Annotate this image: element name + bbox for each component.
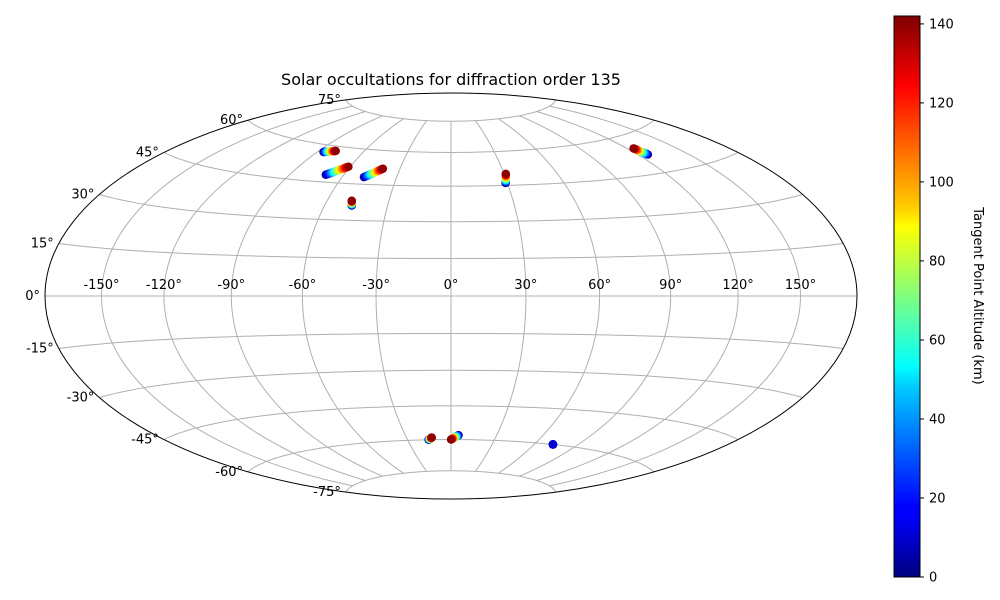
latitude-tick-label: 15° — [31, 237, 54, 252]
meridian-line — [536, 111, 739, 481]
latitude-tick-label: -75° — [313, 485, 341, 500]
colorbar-tick-label: 100 — [929, 175, 954, 190]
colorbar-gradient — [893, 15, 921, 578]
latitude-tick-label: 45° — [136, 146, 159, 161]
data-point — [378, 164, 388, 173]
longitude-tick-label: 90° — [659, 278, 682, 293]
meridian-line — [498, 118, 601, 474]
map-boundary — [44, 92, 858, 500]
map-grid — [45, 99, 857, 493]
colorbar: 0 20 40 60 80 100 120 140 Tangent Point Altitud… — [893, 15, 985, 586]
colorbar-tick-label: 20 — [929, 492, 946, 507]
data-point — [629, 144, 638, 153]
data-point — [331, 146, 340, 156]
data-point — [446, 435, 456, 444]
longitude-tick-label: 0° — [444, 278, 459, 293]
colorbar-tick-label: 140 — [929, 17, 954, 32]
meridian-line — [375, 120, 428, 472]
meridian-line — [100, 105, 353, 487]
data-point — [427, 433, 436, 442]
latitude-tick-label: 0° — [25, 289, 40, 304]
data-point — [347, 196, 356, 205]
meridian-line — [519, 115, 672, 477]
data-point — [548, 440, 558, 449]
colorbar-tick-label: 120 — [929, 96, 954, 111]
latitude-tick-label: -30° — [67, 391, 95, 406]
latitude-tick-labels: -75° -60° -45° -30° -15° 0° 15° 30° 45° 60° 75° — [25, 93, 341, 500]
meridian-line — [549, 105, 802, 487]
longitude-tick-label: 30° — [514, 278, 537, 293]
chart-title: Solar occultations for diffraction order… — [281, 70, 621, 89]
latitude-tick-label: -15° — [26, 342, 54, 357]
longitude-tick-label: -120° — [146, 278, 182, 293]
meridian-line — [230, 115, 383, 477]
colorbar-tick-label: 40 — [929, 413, 946, 428]
colorbar-tick-label: 60 — [929, 334, 946, 349]
latitude-tick-label: -60° — [215, 465, 243, 480]
colorbar-label: Tangent Point Altitude (km) — [970, 206, 985, 384]
data-point — [501, 169, 510, 178]
latitude-tick-label: -45° — [131, 433, 159, 448]
longitude-tick-label: 60° — [588, 278, 611, 293]
colorbar-tick-label: 0 — [929, 571, 937, 586]
meridian-line — [163, 111, 366, 481]
latitude-tick-label: 30° — [71, 188, 94, 203]
latitude-tick-label: 60° — [220, 113, 243, 128]
data-point — [344, 162, 353, 171]
longitude-tick-label: -150° — [83, 278, 119, 293]
colorbar-tick-label: 80 — [929, 254, 946, 269]
longitude-tick-label: -30° — [362, 278, 390, 293]
data-points — [319, 144, 653, 449]
longitude-tick-label: -60° — [289, 278, 317, 293]
longitude-tick-label: 150° — [785, 278, 816, 293]
latitude-tick-label: 75° — [318, 93, 341, 108]
longitude-tick-label: -90° — [217, 278, 245, 293]
longitude-tick-labels: -150° -120° -90° -60° -30° 0° 30° 60° 90° 120° 150… — [83, 278, 816, 293]
longitude-tick-label: 120° — [722, 278, 753, 293]
